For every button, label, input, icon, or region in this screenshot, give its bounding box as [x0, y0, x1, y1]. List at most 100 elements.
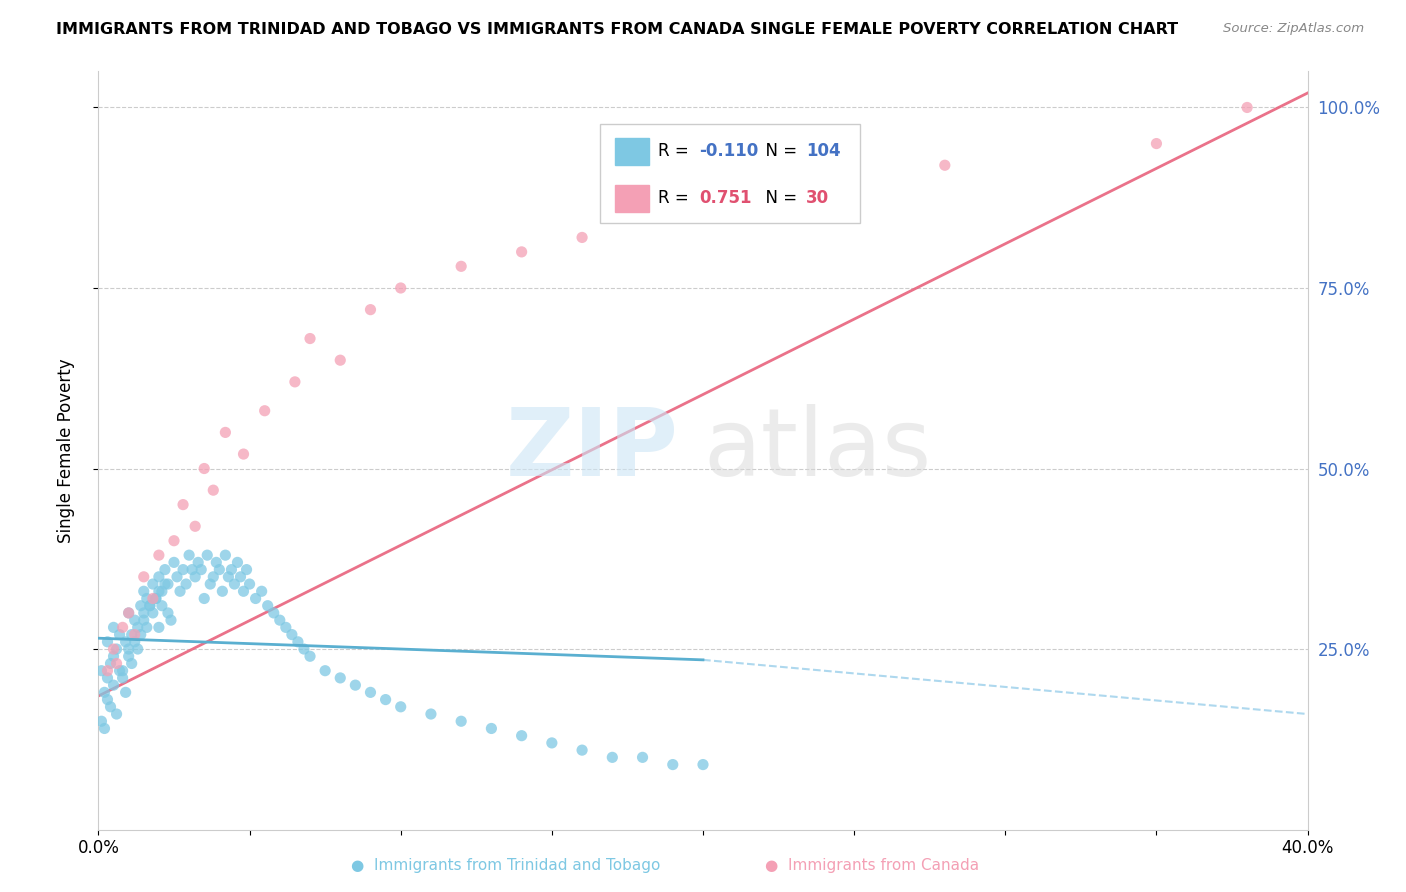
Point [142, 606, 165, 620]
Point [118, 606, 141, 620]
Point [169, 584, 191, 599]
Text: ●  Immigrants from Canada: ● Immigrants from Canada [765, 858, 979, 872]
Point [190, 563, 212, 577]
Point [174, 577, 197, 591]
Point [114, 635, 136, 649]
Point [292, 642, 315, 657]
Point [135, 620, 157, 634]
Point [103, 620, 125, 634]
Point [510, 729, 533, 743]
Point [124, 635, 146, 649]
Text: N =: N = [755, 143, 803, 161]
Point [360, 302, 382, 317]
Point [150, 584, 173, 599]
Point [179, 548, 201, 562]
Point [299, 332, 322, 346]
Point [571, 230, 593, 244]
Point [103, 642, 125, 657]
Point [229, 570, 252, 584]
Point [314, 664, 336, 678]
Point [217, 570, 239, 584]
Point [153, 577, 176, 591]
Point [111, 620, 134, 634]
Point [450, 714, 472, 729]
Point [111, 671, 134, 685]
Bar [614, 138, 648, 165]
Point [389, 281, 412, 295]
Point [184, 519, 207, 533]
Point [148, 620, 170, 634]
Point [661, 757, 683, 772]
Point [256, 599, 278, 613]
Point [214, 425, 236, 440]
Point [208, 563, 231, 577]
Point [90, 664, 112, 678]
Point [245, 591, 267, 606]
Text: Source: ZipAtlas.com: Source: ZipAtlas.com [1223, 22, 1364, 36]
Point [105, 706, 128, 721]
Point [214, 548, 236, 562]
Point [96, 692, 118, 706]
Point [145, 591, 167, 606]
Point [420, 706, 443, 721]
Point [111, 664, 134, 678]
Text: R =: R = [658, 189, 695, 207]
Point [221, 563, 243, 577]
Point [389, 699, 412, 714]
Point [121, 657, 143, 671]
Point [142, 577, 165, 591]
Point [211, 584, 233, 599]
Point [181, 563, 204, 577]
Point [139, 599, 162, 613]
Point [226, 555, 249, 569]
Text: ●  Immigrants from Trinidad and Tobago: ● Immigrants from Trinidad and Tobago [352, 858, 661, 872]
Point [172, 563, 194, 577]
Point [127, 642, 149, 657]
Point [692, 757, 714, 772]
Point [96, 671, 118, 685]
Point [253, 403, 276, 417]
Point [105, 657, 128, 671]
Point [510, 244, 533, 259]
Point [631, 750, 654, 764]
Point [481, 722, 503, 736]
Point [142, 591, 165, 606]
Point [124, 613, 146, 627]
Point [329, 353, 352, 368]
Point [148, 584, 170, 599]
Point [93, 685, 115, 699]
Point [163, 533, 186, 548]
Point [329, 671, 352, 685]
Point [132, 570, 155, 584]
Point [135, 591, 157, 606]
Point [114, 685, 136, 699]
Point [287, 635, 309, 649]
Point [193, 461, 215, 475]
Point [193, 591, 215, 606]
Point [571, 743, 593, 757]
Point [132, 613, 155, 627]
Point [121, 627, 143, 641]
Text: 104: 104 [806, 143, 841, 161]
Point [752, 187, 775, 202]
Point [202, 483, 225, 498]
Point [1236, 100, 1258, 114]
Point [148, 548, 170, 562]
Point [124, 627, 146, 641]
Point [540, 736, 562, 750]
Point [934, 158, 956, 172]
Point [239, 577, 262, 591]
Point [172, 498, 194, 512]
Point [281, 627, 304, 641]
Text: R =: R = [658, 143, 695, 161]
Point [96, 635, 118, 649]
Point [90, 714, 112, 729]
Point [156, 577, 179, 591]
Point [284, 375, 307, 389]
Point [232, 447, 254, 461]
Point [100, 657, 122, 671]
Point [205, 555, 228, 569]
Point [160, 613, 183, 627]
Point [166, 570, 188, 584]
Point [153, 563, 176, 577]
